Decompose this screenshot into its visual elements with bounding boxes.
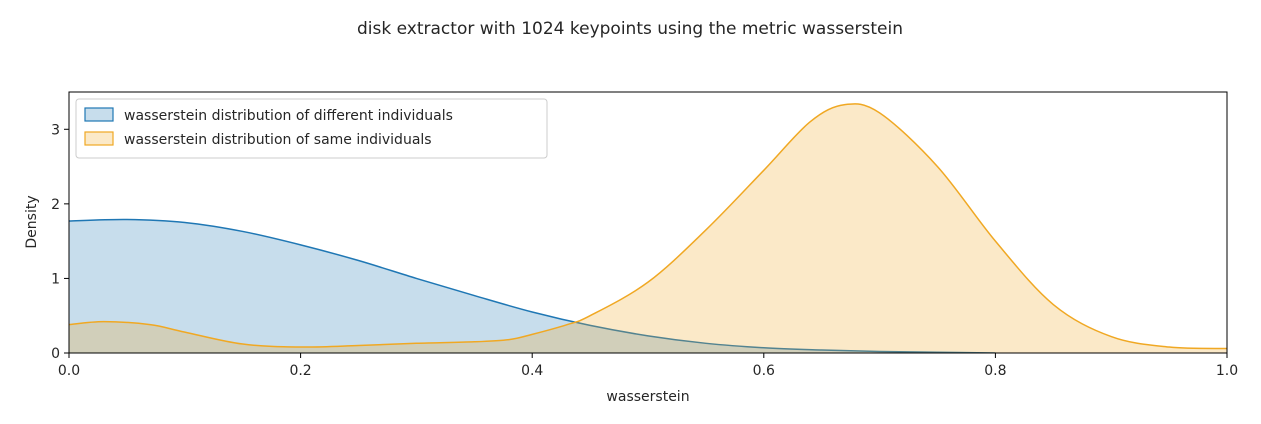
legend-entry-1: wasserstein distribution of different in… [124, 108, 453, 124]
x-axis-label: wasserstein [606, 389, 689, 405]
plot-frame [68, 91, 1228, 354]
series-1-area [69, 219, 996, 353]
legend-swatch-2 [84, 131, 114, 146]
x-tick-label: 0.0 [58, 363, 80, 379]
y-tick-label: 3 [51, 122, 60, 138]
x-tick-label: 1.0 [1216, 363, 1238, 379]
y-tick-label: 2 [51, 197, 60, 213]
chart-title: disk extractor with 1024 keypoints using… [357, 19, 903, 39]
y-axis-label: Density [24, 195, 40, 248]
plot-area [69, 103, 1227, 353]
x-tick-label: 0.6 [753, 363, 775, 379]
series-1-line [69, 218, 996, 353]
x-tick-label: 0.2 [289, 363, 311, 379]
series-2-line [69, 103, 1227, 350]
legend: wasserstein distribution of different in… [75, 98, 548, 159]
legend-box [75, 98, 548, 159]
legend-swatch-1 [84, 107, 114, 122]
series-2-area [69, 103, 1227, 353]
legend-entry-2: wasserstein distribution of same individ… [124, 132, 432, 148]
y-tick-label: 0 [51, 346, 60, 362]
axes: 0.0 0.2 0.4 0.6 0.8 1.0 0 1 2 3 [51, 91, 1238, 379]
x-tick-label: 0.8 [984, 363, 1006, 379]
y-tick-label: 1 [51, 271, 60, 287]
x-tick-label: 0.4 [521, 363, 543, 379]
